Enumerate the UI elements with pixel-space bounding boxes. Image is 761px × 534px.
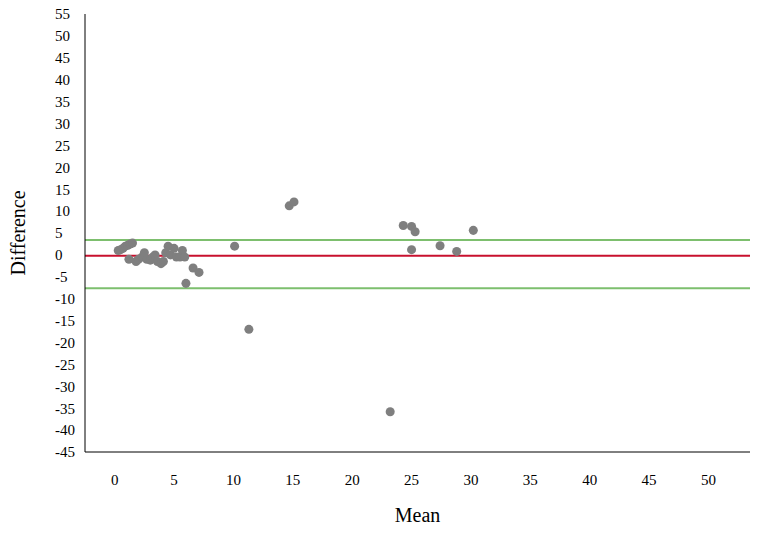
svg-text:20: 20 [55,160,70,176]
svg-text:25: 25 [55,138,70,154]
svg-text:20: 20 [345,472,360,488]
svg-text:-20: -20 [55,335,75,351]
svg-text:50: 50 [55,28,70,44]
svg-text:-15: -15 [55,313,75,329]
svg-text:Difference: Difference [8,190,29,275]
svg-text:0: 0 [111,472,119,488]
svg-text:30: 30 [55,116,70,132]
svg-text:35: 35 [523,472,538,488]
svg-text:55: 55 [55,8,70,22]
svg-text:5: 5 [170,472,178,488]
svg-text:0: 0 [55,247,63,263]
svg-text:-45: -45 [55,444,75,460]
svg-text:50: 50 [701,472,716,488]
svg-text:30: 30 [463,472,478,488]
svg-text:-25: -25 [55,357,75,373]
svg-text:45: 45 [55,50,70,66]
svg-text:5: 5 [55,225,63,241]
svg-text:45: 45 [642,472,657,488]
svg-text:15: 15 [55,182,70,198]
svg-text:-5: -5 [55,269,68,285]
svg-text:35: 35 [55,94,70,110]
svg-text:10: 10 [226,472,241,488]
svg-text:15: 15 [285,472,300,488]
svg-text:10: 10 [55,203,70,219]
svg-text:-40: -40 [55,422,75,438]
svg-text:-30: -30 [55,379,75,395]
svg-text:-10: -10 [55,291,75,307]
svg-text:40: 40 [582,472,597,488]
svg-text:-35: -35 [55,401,75,417]
svg-text:25: 25 [404,472,419,488]
svg-text:Mean: Mean [395,504,441,526]
svg-text:40: 40 [55,72,70,88]
